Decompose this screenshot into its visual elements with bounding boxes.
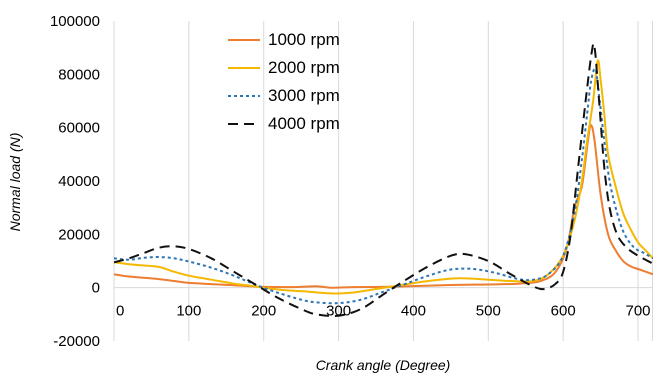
x-tick-label: 400 [401,303,426,320]
y-tick-labels: -20000 0 20000 40000 60000 80000 100000 [50,13,100,350]
y-tick-label: 40000 [58,173,100,190]
series-line-1 [114,123,653,289]
legend-label: 1000 rpm [268,30,340,49]
x-axis-label: Crank angle (Degree) [316,357,451,373]
x-tick-labels: 0 100 200 300 400 500 600 700 [116,303,651,320]
series-line-4 [114,42,653,318]
y-axis-label: Normal load (N) [7,133,23,232]
y-tick-label: 20000 [58,226,100,243]
series-line-3 [114,67,653,305]
x-tick-label: 300 [326,303,351,320]
grid [113,21,653,341]
legend-label: 2000 rpm [268,58,340,77]
legend-label: 4000 rpm [268,114,340,133]
y-tick-label: 60000 [58,120,100,137]
legend: 1000 rpm 2000 rpm 3000 rpm 4000 rpm [228,30,340,133]
x-tick-label: 100 [176,303,201,320]
y-tick-label: 80000 [58,66,100,83]
y-tick-label: -20000 [53,333,100,350]
legend-label: 3000 rpm [268,86,340,105]
x-tick-label: 700 [626,303,651,320]
x-tick-label: 200 [251,303,276,320]
x-tick-label: 600 [551,303,576,320]
y-tick-label: 100000 [50,13,100,30]
x-tick-label: 500 [476,303,501,320]
x-tick-label: 0 [116,303,124,320]
y-tick-label: 0 [92,280,100,297]
series-layer [114,42,653,318]
series-line-2 [114,59,653,295]
